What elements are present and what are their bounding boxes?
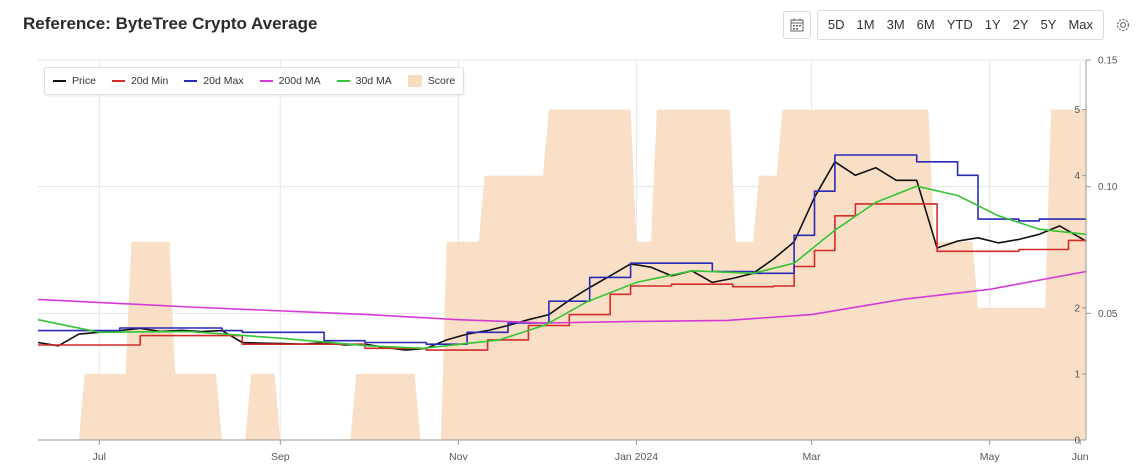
range-ytd-button[interactable]: YTD bbox=[946, 17, 973, 32]
legend-item-score[interactable]: Score bbox=[400, 68, 463, 94]
range-5y-button[interactable]: 5Y bbox=[1040, 17, 1057, 32]
legend-label-30d-ma: 30d MA bbox=[355, 75, 392, 87]
x-tick-label: Nov bbox=[449, 451, 468, 463]
range-2y-button[interactable]: 2Y bbox=[1012, 17, 1029, 32]
series-line-30d-ma bbox=[37, 185, 1087, 350]
legend-item-price[interactable]: Price bbox=[45, 68, 104, 94]
series-line-200d-ma bbox=[37, 270, 1087, 324]
legend-label-20d-max: 20d Max bbox=[203, 75, 244, 87]
legend-label-price: Price bbox=[72, 75, 96, 87]
range-6m-button[interactable]: 6M bbox=[916, 17, 935, 32]
x-tick-label: Jun bbox=[1072, 451, 1089, 463]
legend-swatch-20d-min bbox=[111, 80, 125, 82]
y-tick-label: 0.10 bbox=[1098, 182, 1118, 193]
legend-item-20d-min[interactable]: 20d Min bbox=[104, 68, 176, 94]
legend-label-200d-ma: 200d MA bbox=[278, 75, 321, 87]
legend-swatch-20d-max bbox=[184, 80, 198, 82]
y-tick-label: 0.15 bbox=[1098, 56, 1118, 67]
range-selector: 5D 1M 3M 6M YTD 1Y 2Y 5Y Max bbox=[816, 10, 1104, 40]
range-5d-button[interactable]: 5D bbox=[827, 17, 845, 32]
page-title: Reference: ByteTree Crypto Average bbox=[23, 14, 318, 33]
legend-swatch-30d-ma bbox=[336, 80, 350, 82]
x-tick-label: Sep bbox=[271, 451, 290, 463]
y2-tick-label: 5 bbox=[1074, 105, 1080, 116]
calendar-icon bbox=[790, 18, 804, 32]
legend-item-200d-ma[interactable]: 200d MA bbox=[252, 68, 329, 94]
legend-label-score: Score bbox=[427, 75, 456, 87]
range-max-button[interactable]: Max bbox=[1068, 17, 1093, 32]
axes-layer: Jul Sep Nov Jan 2024 Mar May Jun 0.05 0.10 0.15 0 1… bbox=[38, 56, 1118, 463]
y2-tick-label: 2 bbox=[1074, 303, 1080, 314]
range-3m-button[interactable]: 3M bbox=[886, 17, 905, 32]
gear-icon bbox=[1116, 18, 1130, 32]
chart-legend: Price 20d Min 20d Max 200d MA 30d MA Sco… bbox=[44, 67, 465, 95]
legend-swatch-score bbox=[407, 75, 422, 87]
settings-button[interactable] bbox=[1110, 12, 1136, 38]
legend-item-30d-ma[interactable]: 30d MA bbox=[329, 68, 400, 94]
legend-swatch-200d-ma bbox=[259, 80, 273, 82]
y2-tick-label: 1 bbox=[1074, 369, 1080, 380]
legend-item-20d-max[interactable]: 20d Max bbox=[176, 68, 251, 94]
x-tick-label: Jul bbox=[93, 451, 106, 463]
series-score-area bbox=[38, 109, 1086, 440]
y-tick-label: 0.05 bbox=[1098, 309, 1118, 320]
x-tick-label: Mar bbox=[803, 451, 822, 463]
series-line-price bbox=[37, 161, 1087, 351]
legend-swatch-price bbox=[53, 80, 66, 82]
y2-tick-label: 4 bbox=[1074, 171, 1080, 182]
x-tick-label: Jan 2024 bbox=[615, 451, 658, 463]
calendar-button[interactable] bbox=[782, 11, 811, 39]
x-tick-label: May bbox=[980, 451, 1001, 463]
range-1y-button[interactable]: 1Y bbox=[984, 17, 1001, 32]
legend-label-20d-min: 20d Min bbox=[130, 75, 169, 87]
series-lines-layer bbox=[37, 154, 1087, 351]
range-toolbar: 5D 1M 3M 6M YTD 1Y 2Y 5Y Max bbox=[782, 10, 1136, 40]
range-1m-button[interactable]: 1M bbox=[856, 17, 875, 32]
series-line-20d-max bbox=[38, 154, 1086, 345]
score-area-layer bbox=[38, 109, 1086, 440]
y2-tick-label: 0 bbox=[1074, 436, 1080, 447]
